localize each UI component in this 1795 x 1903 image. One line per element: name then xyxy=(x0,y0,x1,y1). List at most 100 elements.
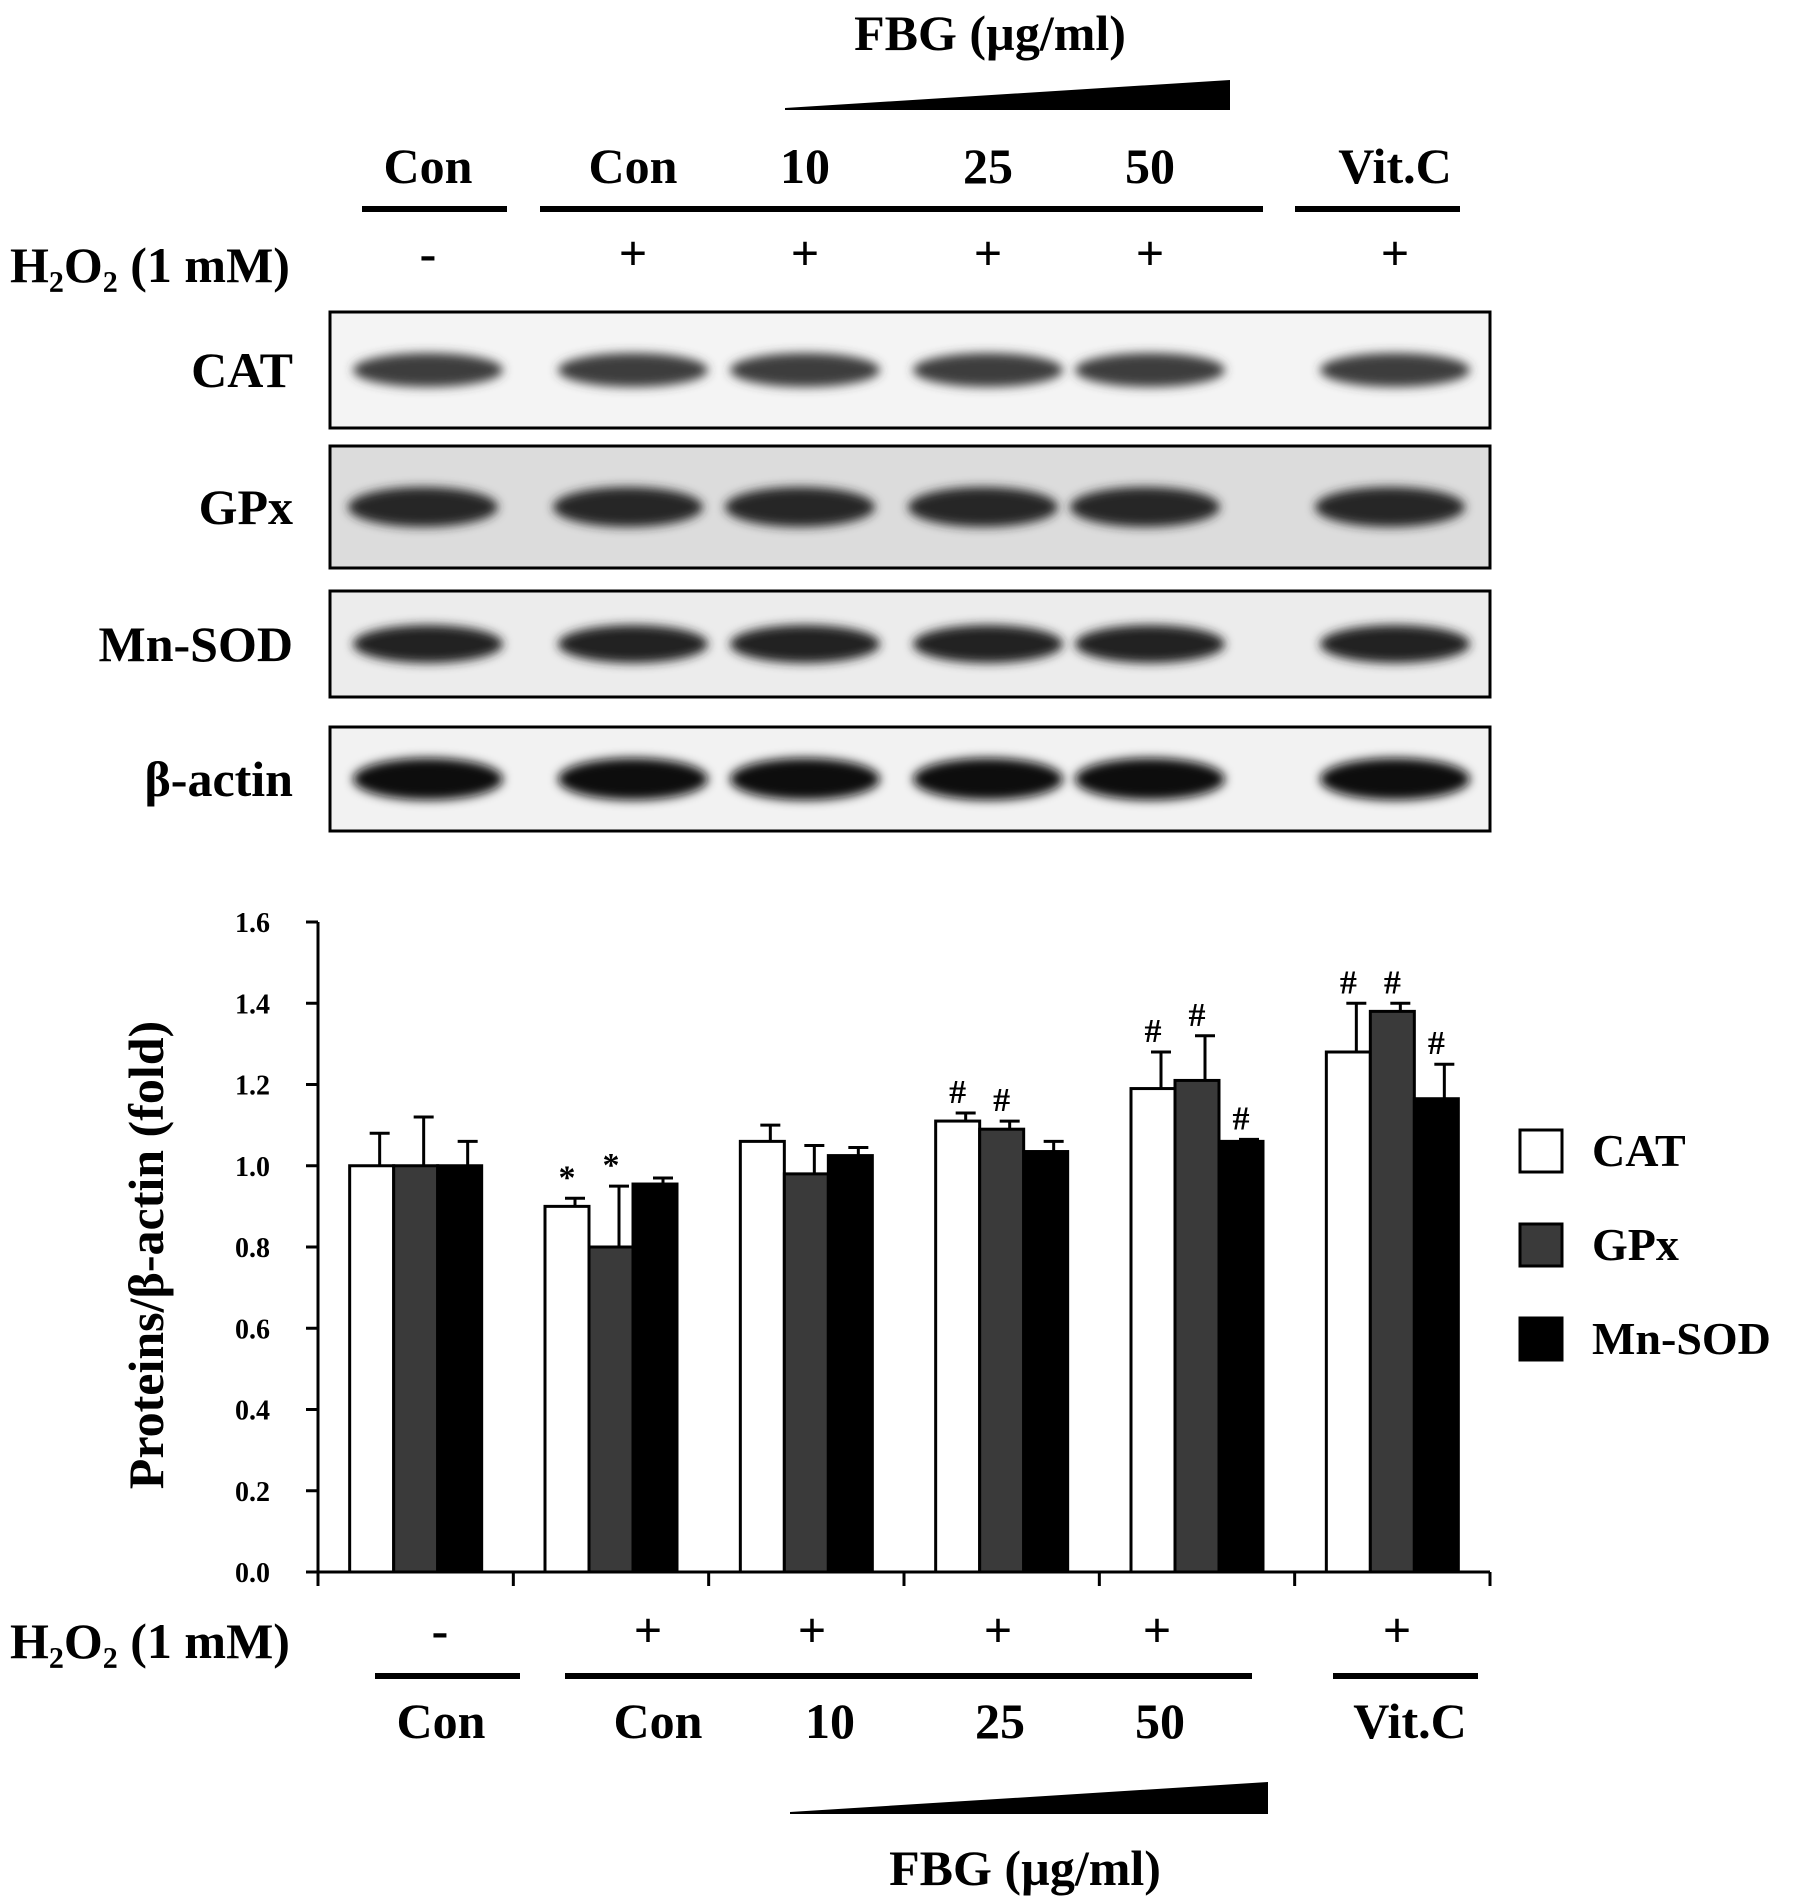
blot-band xyxy=(353,625,503,663)
blot-band xyxy=(1075,625,1225,663)
blot-row-label: Mn-SOD xyxy=(99,616,293,672)
blot-band xyxy=(553,487,703,527)
western-blot-panel: FBG (µg/ml) Con Con 10 25 50 Vit.C - + + + + + H₂O… xyxy=(10,5,1492,833)
legend-label: GPx xyxy=(1592,1219,1679,1270)
blot-group-label: Vit.C xyxy=(1338,138,1451,194)
bar xyxy=(1368,1009,1416,1574)
blot-fbg-label: FBG (µg/ml) xyxy=(854,5,1126,61)
blot-row: β-actin xyxy=(144,725,1492,833)
x-category-label: Con xyxy=(397,1693,486,1749)
chart-treatment-sign: - xyxy=(432,1602,449,1658)
bar xyxy=(436,1164,484,1574)
blot-band xyxy=(1315,487,1465,527)
blot-band xyxy=(913,758,1063,800)
bar xyxy=(1217,1139,1265,1574)
blot-band xyxy=(348,487,498,527)
legend-swatch xyxy=(1518,1316,1564,1362)
blot-panel xyxy=(328,589,1492,699)
blot-band xyxy=(730,758,880,800)
bar xyxy=(826,1154,874,1574)
bar xyxy=(348,1164,396,1574)
chart-treatment-label: H₂O₂ (1 mM) xyxy=(10,1613,290,1669)
blot-treatment-signs: - + + + + + xyxy=(420,225,1410,281)
x-category-label: 50 xyxy=(1135,1693,1185,1749)
significance-mark: # xyxy=(993,1082,1010,1119)
y-tick-label: 1.6 xyxy=(235,908,270,939)
blot-band xyxy=(558,758,708,800)
bar xyxy=(1022,1150,1070,1574)
blot-panel xyxy=(328,725,1492,833)
blot-group-label: Con xyxy=(589,138,678,194)
y-tick-label: 0.4 xyxy=(235,1396,270,1427)
significance-mark: * xyxy=(559,1159,576,1196)
bar xyxy=(543,1204,591,1574)
significance-mark: * xyxy=(603,1147,620,1184)
bar xyxy=(978,1127,1026,1574)
chart-treatment-sign: + xyxy=(798,1602,827,1658)
blot-band xyxy=(1320,758,1470,800)
blot-band xyxy=(1320,625,1470,663)
chart-fbg-label: FBG (µg/ml) xyxy=(889,1840,1161,1896)
blot-group-label: 50 xyxy=(1125,138,1175,194)
bar-chart: Proteins/β-actin (fold) 0.0 0.2 0.4 0.6 0.8 1… xyxy=(10,908,1771,1896)
blot-treatment-sign: + xyxy=(974,225,1003,281)
chart-treatment-sign: + xyxy=(1383,1602,1412,1658)
bar xyxy=(782,1172,830,1574)
significance-mark: # xyxy=(1189,997,1206,1034)
y-tick-label: 0.8 xyxy=(235,1233,270,1264)
blot-panel xyxy=(328,310,1492,430)
chart-treatment-sign: + xyxy=(984,1602,1013,1658)
x-axis xyxy=(316,1570,1492,1586)
x-category-label: 10 xyxy=(805,1693,855,1749)
bars: *###*##### xyxy=(348,964,1460,1574)
y-axis: 0.0 0.2 0.4 0.6 0.8 1.0 1.2 1.4 1.6 xyxy=(235,908,320,1589)
blot-row-label: GPx xyxy=(199,479,293,535)
bar xyxy=(934,1119,982,1574)
blot-treatment-sign: - xyxy=(420,225,437,281)
blot-group-labels: Con Con 10 25 50 Vit.C xyxy=(384,138,1452,194)
x-category-label: 25 xyxy=(975,1693,1025,1749)
significance-mark: # xyxy=(1384,964,1401,1001)
bar xyxy=(587,1245,635,1574)
legend-label: Mn-SOD xyxy=(1592,1313,1771,1364)
series-cat: * # # # xyxy=(348,964,1372,1574)
bar xyxy=(738,1139,786,1574)
blot-row: CAT xyxy=(191,310,1492,430)
chart-treatment-signs: - + + + + + xyxy=(432,1602,1412,1658)
series-gpx: * # # # xyxy=(392,964,1416,1574)
blot-band xyxy=(1075,758,1225,800)
blot-treatment-sign: + xyxy=(1136,225,1165,281)
bar xyxy=(1324,1050,1372,1574)
bar xyxy=(1412,1097,1460,1574)
blot-band xyxy=(730,625,880,663)
significance-mark: # xyxy=(1428,1025,1445,1062)
x-category-label: Vit.C xyxy=(1353,1693,1466,1749)
significance-mark: # xyxy=(949,1074,966,1111)
legend-label: CAT xyxy=(1592,1125,1686,1176)
blot-band xyxy=(353,353,503,387)
x-category-label: Con xyxy=(614,1693,703,1749)
blot-band xyxy=(1075,353,1225,387)
bar xyxy=(1129,1087,1177,1574)
blot-group-label: Con xyxy=(384,138,473,194)
chart-group-labels: Con Con 10 25 50 Vit.C xyxy=(397,1693,1467,1749)
blot-treatment-sign: + xyxy=(619,225,648,281)
legend-swatch xyxy=(1518,1128,1564,1174)
blot-row: Mn-SOD xyxy=(99,589,1492,699)
legend-swatch xyxy=(1518,1222,1564,1268)
significance-mark: # xyxy=(1233,1100,1250,1137)
y-tick-label: 1.2 xyxy=(235,1071,270,1102)
blot-row-label: CAT xyxy=(191,342,293,398)
blot-band xyxy=(725,487,875,527)
y-tick-label: 0.2 xyxy=(235,1477,270,1508)
legend: CAT GPx Mn-SOD xyxy=(1518,1125,1771,1364)
y-axis-label: Proteins/β-actin (fold) xyxy=(118,1021,174,1489)
y-tick-label: 1.0 xyxy=(235,1152,270,1183)
blot-treatment-label: H₂O₂ (1 mM) xyxy=(10,237,290,293)
blot-rows: CAT GPx Mn-SOD β-actin xyxy=(99,310,1492,833)
blot-band xyxy=(353,758,503,800)
blot-band xyxy=(730,353,880,387)
blot-band xyxy=(913,625,1063,663)
series-mn-sod: ## xyxy=(436,1025,1460,1574)
blot-treatment-sign: + xyxy=(791,225,820,281)
